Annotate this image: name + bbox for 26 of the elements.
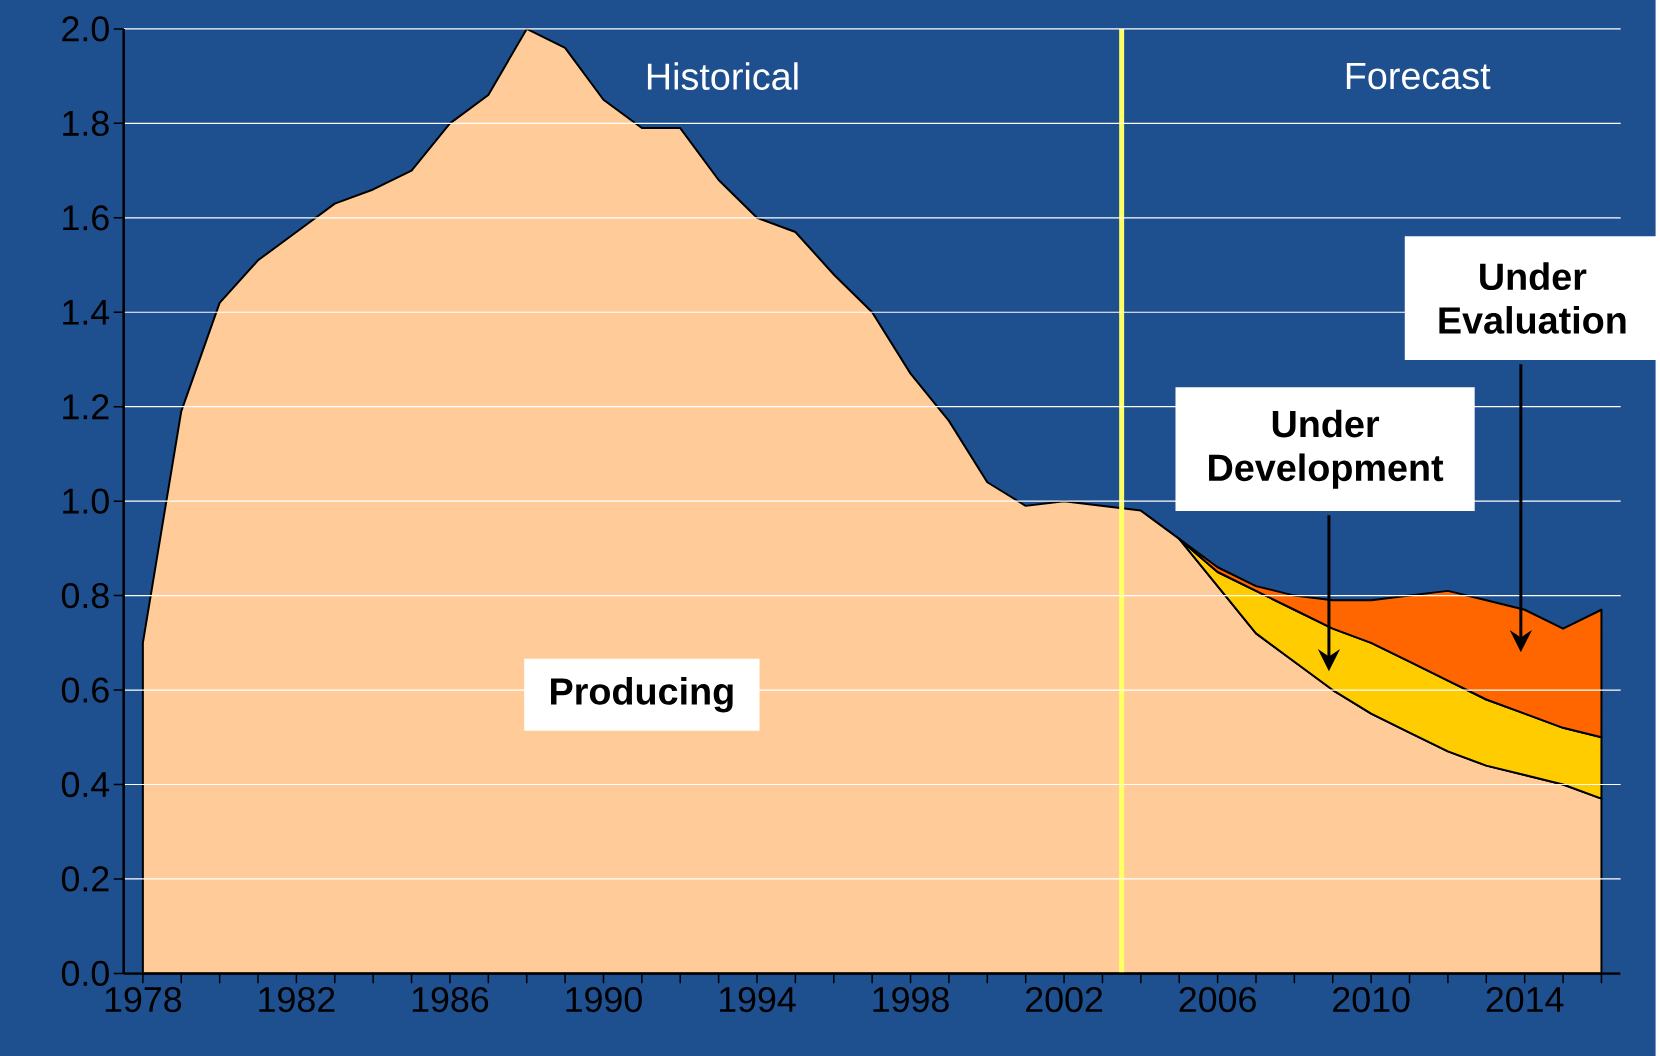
y-tick-label: 0.6 — [61, 677, 109, 703]
y-tick-label: 1.0 — [63, 488, 109, 514]
series-label: Producing — [551, 677, 733, 713]
x-tick-label: 1986 — [412, 986, 489, 1013]
x-tick-label: 2010 — [1333, 986, 1410, 1013]
x-tick-label: 2006 — [1179, 986, 1256, 1013]
y-tick-label: 1.8 — [63, 110, 109, 136]
x-tick-label: 1978 — [105, 986, 182, 1013]
y-tick-label: 0.8 — [61, 582, 109, 609]
annotation: Forecast — [1346, 62, 1491, 90]
y-tick-label: 0.2 — [61, 866, 109, 892]
series-label: Under Development — [1209, 409, 1444, 489]
x-tick-label: 1982 — [259, 986, 335, 1013]
y-tick-label: 1.2 — [63, 394, 109, 420]
text: Under Evaluation — [1439, 262, 1626, 334]
x-tick-label: 2014 — [1486, 986, 1564, 1013]
x-tick-label: 2002 — [1026, 986, 1103, 1013]
y-tick-label: 0.4 — [61, 771, 110, 798]
x-tick-label: 1998 — [873, 986, 949, 1013]
y-tick-label: 1.6 — [63, 205, 109, 231]
y-tick-label: 0.0 — [61, 960, 109, 986]
x-tick-label: 1990 — [566, 986, 642, 1013]
annotation: Historical — [647, 62, 798, 90]
y-tick-label: 1.4 — [63, 299, 110, 325]
y-tick-label: 2.0 — [62, 16, 109, 42]
x-tick-label: 1994 — [719, 986, 796, 1013]
